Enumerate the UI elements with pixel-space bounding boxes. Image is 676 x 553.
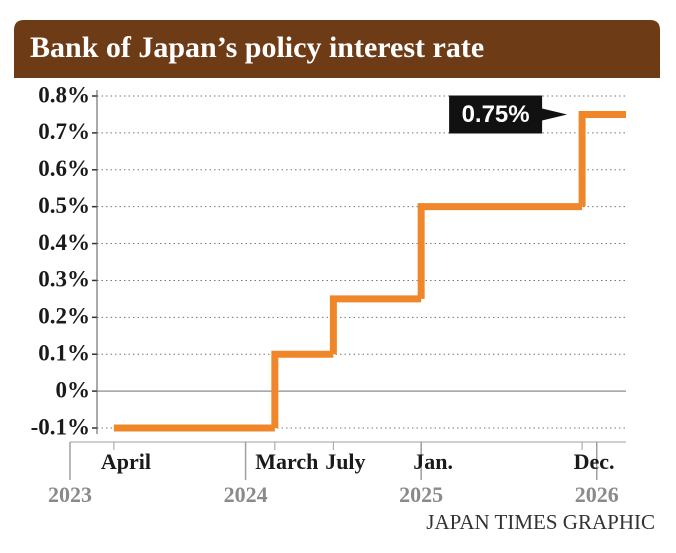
x-tick-label: April: [101, 449, 151, 474]
y-tick-label: 0.6%: [38, 156, 90, 181]
y-tick-label: 0.4%: [38, 230, 90, 255]
source: JAPAN TIMES GRAPHIC: [426, 510, 655, 534]
data-label: 0.75%: [462, 101, 530, 128]
x-tick-label: March: [255, 449, 318, 474]
year-label: 2026: [575, 482, 619, 507]
x-tick-label: Dec.: [574, 449, 615, 474]
step-segment: [578, 110, 626, 207]
y-tick-label: -0.1%: [31, 414, 90, 439]
y-tick-label: 0.2%: [38, 304, 90, 329]
year-label: 2025: [399, 482, 443, 507]
year-label: 2023: [48, 482, 92, 507]
y-tick-label: 0%: [56, 377, 91, 402]
y-tick-label: 0.5%: [38, 193, 90, 218]
title-bar: [14, 20, 660, 78]
y-tick-label: 0.3%: [38, 267, 90, 292]
chart-title: Bank of Japan’s policy interest rate: [30, 31, 484, 64]
year-label: 2024: [224, 482, 268, 507]
x-tick-label: July: [325, 449, 365, 474]
label-box: [449, 95, 568, 134]
y-tick-label: 0.1%: [38, 341, 90, 366]
step-segment: [329, 295, 422, 355]
step-segment: [417, 203, 583, 299]
x-tick-label: Jan.: [413, 449, 453, 474]
y-tick-label: 0.8%: [38, 82, 90, 107]
step-segment: [271, 350, 334, 428]
y-tick-label: 0.7%: [38, 119, 90, 144]
